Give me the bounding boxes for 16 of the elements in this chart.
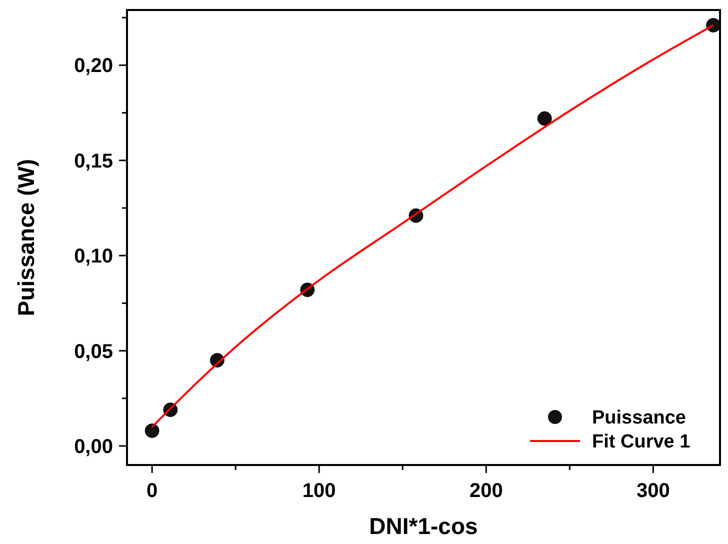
x-tick-label: 100 (302, 480, 336, 502)
x-tick-label: 200 (469, 480, 503, 502)
legend-label: Puissance (592, 408, 686, 429)
legend-label: Fit Curve 1 (592, 432, 691, 453)
y-tick-label: 0,05 (74, 340, 113, 363)
point (706, 18, 721, 32)
x-tick-label: 0 (146, 480, 158, 502)
y-tick-label: 0,15 (74, 150, 113, 172)
point (537, 111, 552, 126)
y-tick-label: 0,00 (74, 436, 113, 458)
y-tick-label: 0,10 (74, 246, 113, 268)
point (144, 423, 160, 438)
x-tick-label: 300 (636, 480, 670, 502)
x-axis-title: DNI*1-cos (369, 513, 478, 539)
y-axis-title: Puissance (W) (13, 158, 39, 316)
y-tick-label: 0,20 (74, 55, 113, 78)
